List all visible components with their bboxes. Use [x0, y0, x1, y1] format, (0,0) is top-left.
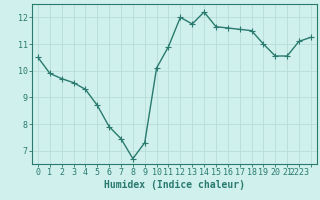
- X-axis label: Humidex (Indice chaleur): Humidex (Indice chaleur): [104, 180, 245, 190]
